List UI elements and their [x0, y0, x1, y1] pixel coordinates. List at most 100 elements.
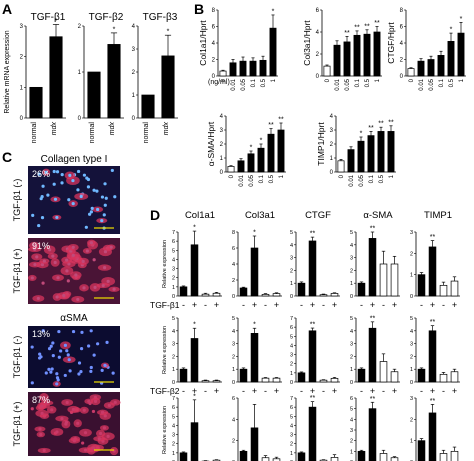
panel-b-chart-bar [239, 60, 247, 77]
panel-b-chart-significance-mark: ** [268, 122, 274, 129]
panel-c-nucleus [102, 213, 106, 217]
panel-c-row-label: TGF-β1 (+) [12, 249, 22, 294]
panel-c-nucleus [38, 427, 42, 431]
panel-c-nucleus [76, 421, 80, 425]
panel-d-treatment-sign: + [370, 386, 375, 396]
panel-c-nucleus [92, 353, 96, 357]
panel-b-chart-significance-mark: ** [354, 24, 360, 31]
panel-b-dose-label: 1 [375, 78, 381, 82]
panel-c-nucleus [93, 285, 97, 289]
panel-c-title-collagen: Collagen type I [41, 154, 108, 165]
panel-c-nucleus [51, 254, 55, 258]
panel-d-chart-significance-mark: * [253, 230, 256, 237]
panel-d-treatment-sign: - [204, 386, 207, 396]
panel-d-chart-bar [250, 333, 259, 383]
panel-c-percent-label: 91% [32, 241, 50, 251]
panel-b-chart-bar [347, 149, 355, 173]
panel-d-treatment-sign: + [332, 386, 337, 396]
panel-d-chart-bar [190, 422, 199, 461]
panel-a-ylabel: Relative mRNA expression [4, 30, 11, 113]
panel-b-chart-bar [259, 59, 267, 77]
panel-a-chart-y-tick-label: 4 [132, 24, 136, 30]
panel-d-chart-y-tick-label: 4 [172, 329, 175, 335]
panel-d-treatment-sign: - [300, 300, 303, 310]
panel-a-chart-significance-mark: * [55, 18, 58, 25]
panel-letter-c: C [2, 149, 12, 165]
panel-c-nucleus [92, 188, 96, 192]
panel-c-nucleus [38, 352, 42, 356]
panel-d-chart-significance-mark: * [193, 225, 196, 232]
panel-b-dose-label: 0 [221, 78, 227, 82]
panel-d-chart-bar [439, 453, 448, 461]
panel-b-dose-label: 0 [325, 78, 331, 82]
panel-a-category-label: normal [143, 122, 150, 144]
panel-c-nucleus [79, 370, 83, 374]
panel-b-chart-significance-mark: ** [374, 20, 380, 27]
panel-d-chart-y-tick-label: 3 [290, 256, 293, 262]
panel-d-chart-bar [179, 286, 188, 297]
panel-d-treatment-sign: - [182, 300, 185, 310]
panel-a-chart-y-tick-label: 0 [78, 116, 82, 122]
panel-b-chart-bar [407, 68, 415, 77]
panel-c-nucleus [83, 431, 88, 435]
panel-d-chart-y-tick-label: 1 [172, 451, 175, 457]
panel-c-nucleus [81, 259, 85, 263]
panel-d-treatment-sign: - [360, 300, 363, 310]
panel-b-chart-y-tick-label: 3 [220, 128, 224, 134]
panel-c-nucleus [32, 243, 36, 248]
panel-d-chart-bar [190, 244, 199, 297]
panel-d-chart-y-tick-label: 6 [290, 325, 293, 331]
panel-d-chart-y-tick-label: 2 [232, 439, 235, 445]
panel-c-nucleus [102, 426, 107, 430]
panel-d-treatment-sign: - [322, 300, 325, 310]
panel-d-chart-bar [357, 282, 366, 297]
panel-c-nucleus [67, 198, 71, 202]
panel-b-dose-label: 0.5 [449, 78, 455, 87]
panel-c-nucleus [53, 260, 57, 265]
panel-d-chart-y-tick-label: 0 [290, 294, 293, 300]
panel-c-nucleus [89, 329, 93, 333]
panel-b-chart-bar [353, 34, 361, 77]
panel-d-column-title: α-SMA [363, 210, 393, 221]
panel-b-dose-label: 0.5 [365, 78, 371, 87]
panel-b-chart-bar [249, 60, 257, 77]
panel-d-chart-bar [368, 238, 377, 297]
panel-d-treatment-sign: + [252, 300, 257, 310]
panel-d-chart-y-tick-label: 4 [290, 243, 293, 249]
panel-c-micrograph: 26% TGF-β1 (-) [12, 166, 120, 234]
panel-c-nucleus [97, 437, 101, 441]
panel-d-chart-bar [190, 338, 199, 383]
panel-c-nucleus [37, 356, 42, 360]
panel-d-treatment-sign: + [214, 300, 219, 310]
panel-d-chart-y-tick-label: 1 [290, 281, 293, 287]
panel-d-chart-y-tick-label: 5 [172, 248, 175, 254]
panel-b-dose-label: 0.1 [369, 174, 375, 183]
panel-c-nucleus [40, 404, 44, 408]
panel-a-category-label: normal [31, 122, 38, 144]
panel-d-chart-y-tick-label: 4 [232, 329, 235, 335]
panel-b-chart-significance-mark: * [272, 8, 275, 15]
panel-d-chart-bar [179, 368, 188, 383]
panel-b-chart-significance-mark: * [450, 27, 453, 34]
panel-b-dose-label: 0.5 [261, 78, 267, 87]
panel-d-treatment-sign: - [242, 300, 245, 310]
panel-b-chart-bar [373, 31, 381, 77]
panel-d-chart-bar [417, 368, 426, 383]
panel-c-nucleus [82, 173, 87, 177]
panel-c-nucleus [56, 276, 60, 280]
panel-d-chart-bar [417, 274, 426, 297]
panel-c-nucleus [85, 176, 89, 180]
panel-d-chart-y-tick-label: 6 [172, 405, 175, 411]
panel-d-treatment-sign: - [204, 300, 207, 310]
panel-c-images: 26% TGF-β1 (-) 91% TGF-β1 (+) 13% TGF-β1 (-) 8… [12, 166, 121, 456]
panel-d-treatment-sign: - [420, 386, 423, 396]
panel-d-chart-y-tick-label: 6 [290, 405, 293, 411]
panel-d-treatment-sign: + [430, 300, 435, 310]
panel-d-chart-y-tick-label: 6 [232, 396, 235, 402]
panel-c-nucleus [88, 212, 92, 216]
panel-b-dose-label: 1 [459, 78, 465, 82]
panel-c-nucleus [52, 182, 56, 186]
panel-d-chart-significance-mark: ** [310, 395, 316, 402]
panel-a-charts: TGF-β1 3 2 1 0 * normal mdx TGF-β2 2 1 0 * normal mdx T… [20, 12, 178, 143]
